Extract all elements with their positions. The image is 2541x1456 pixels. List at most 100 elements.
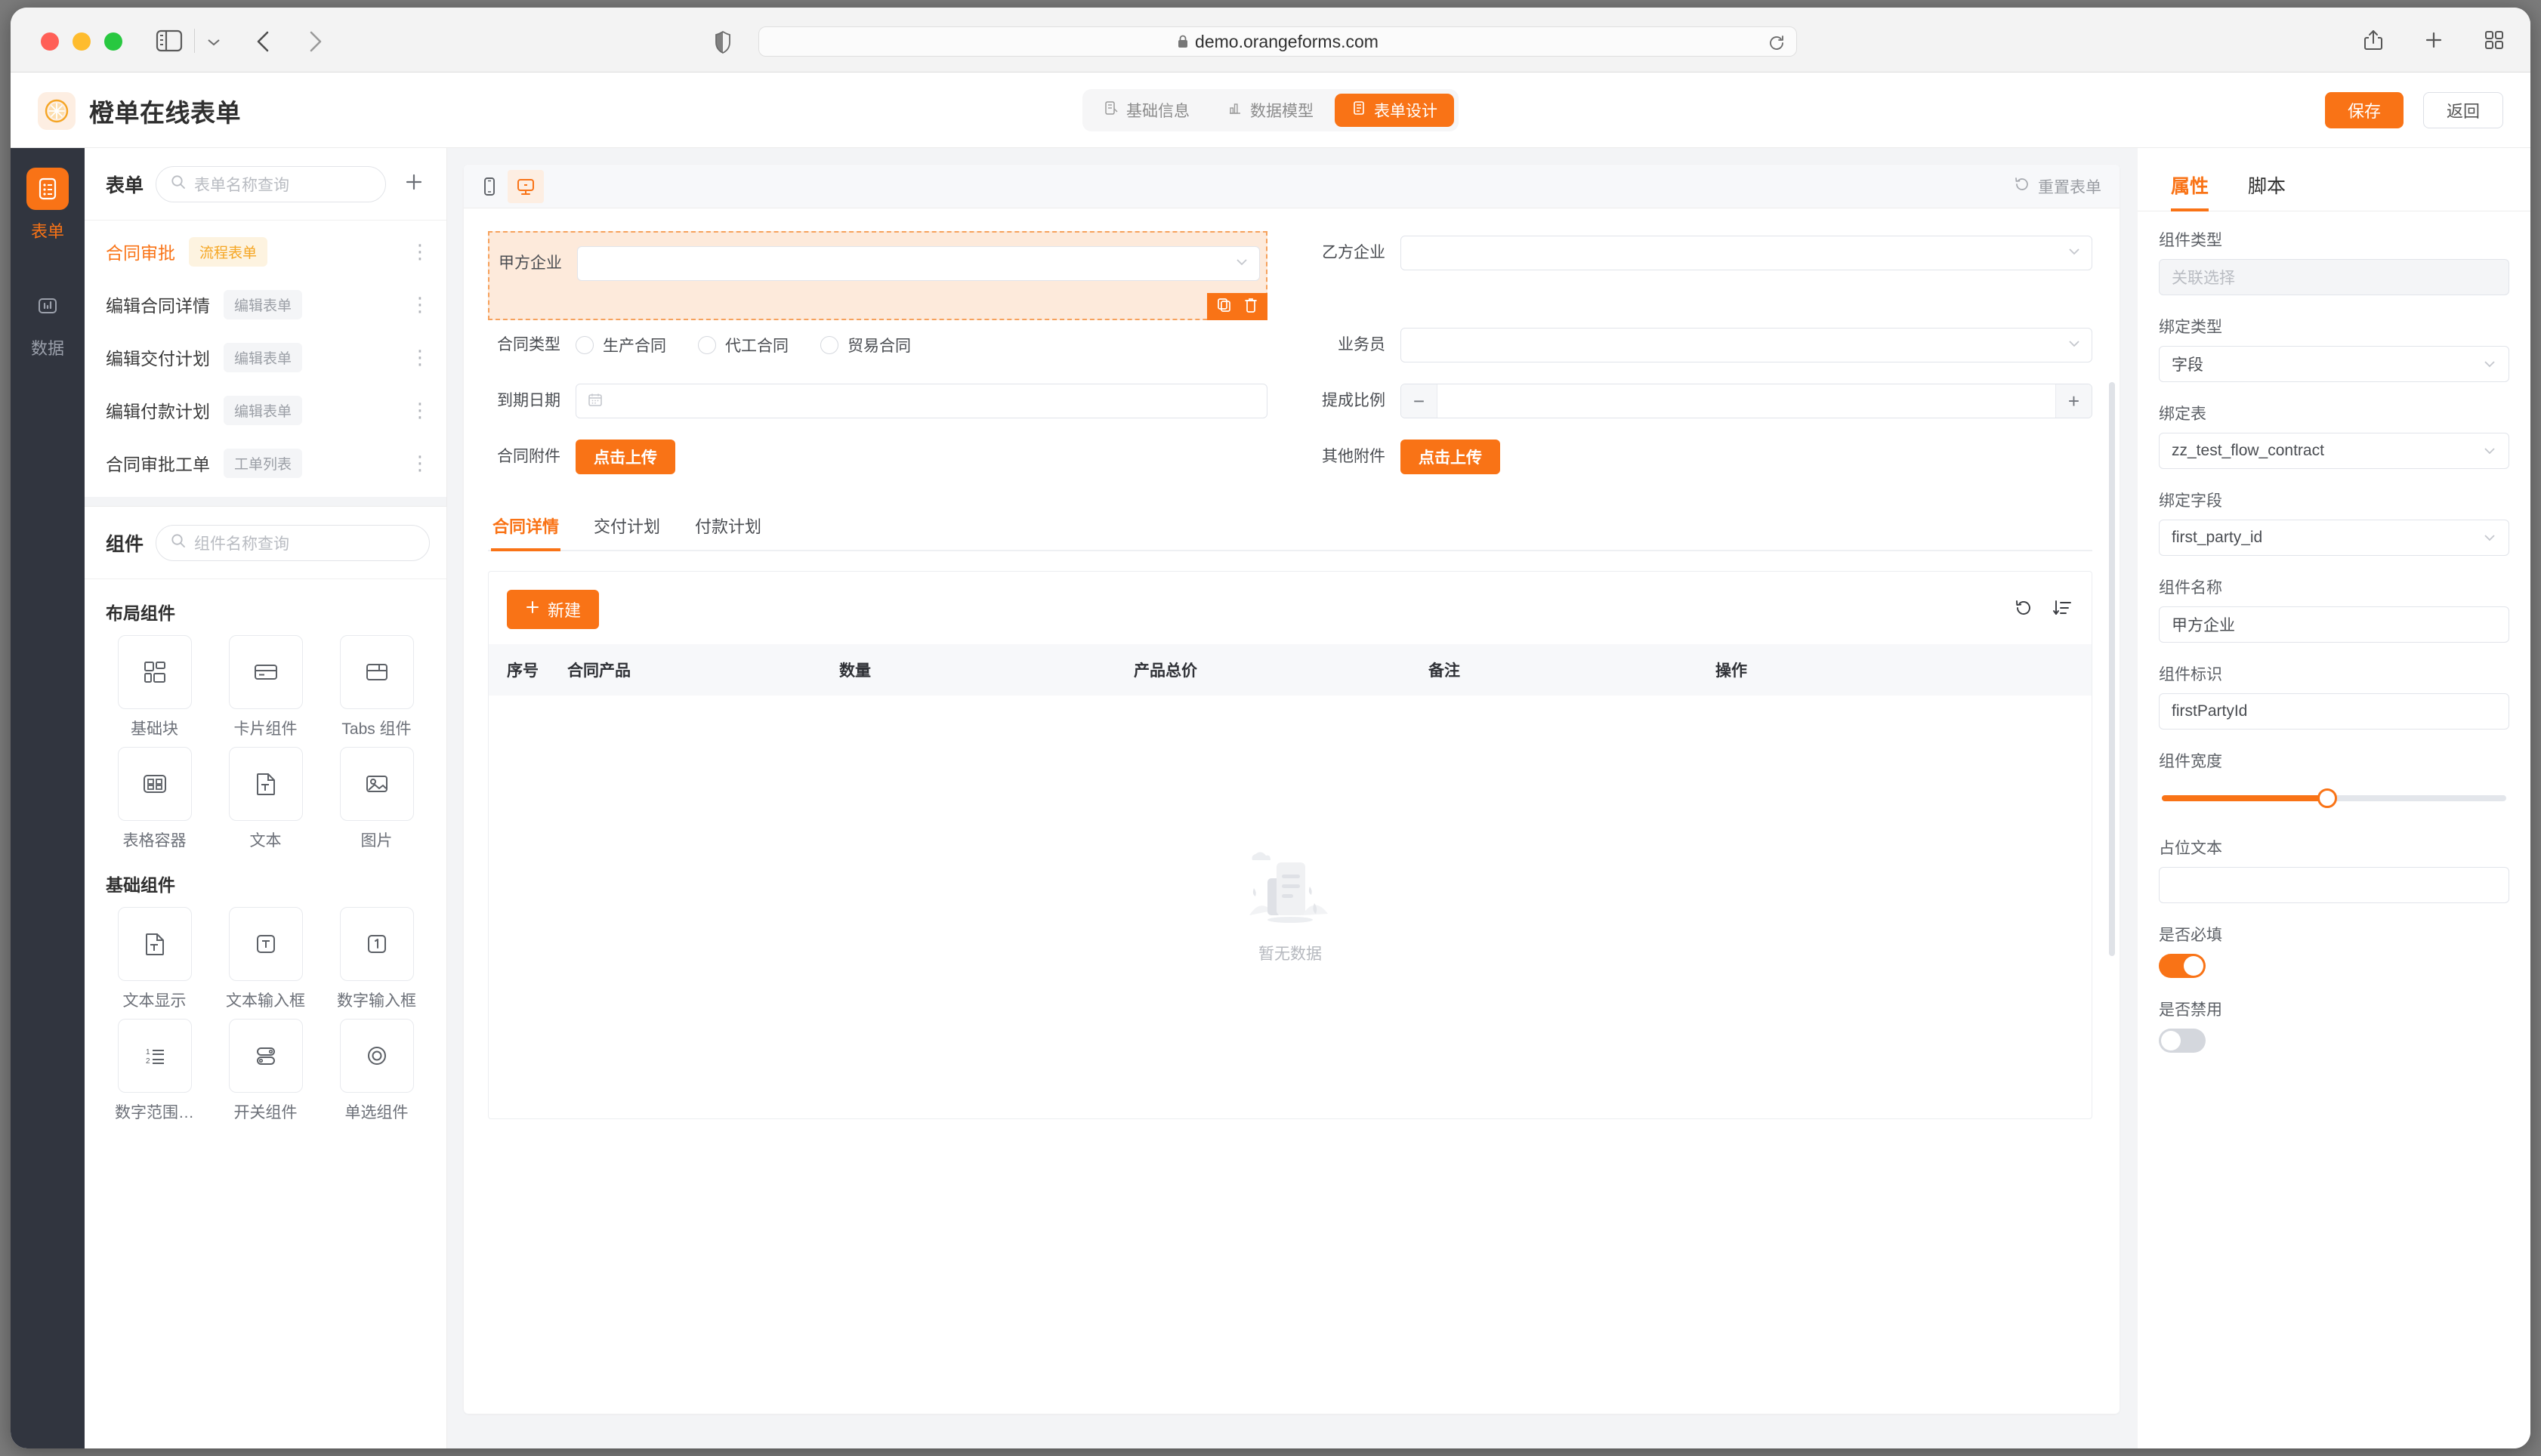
header-actions: 保存 返回: [2324, 92, 2503, 128]
field-label: 合同类型: [497, 336, 560, 353]
component-item-text-display[interactable]: 文本显示: [101, 907, 208, 1011]
form-list-item-2[interactable]: 编辑交付计划 编辑表单 ⋮: [85, 331, 446, 384]
save-button[interactable]: 保存: [2324, 92, 2404, 128]
component-name-input[interactable]: 甲方企业: [2159, 606, 2509, 643]
text-file-icon: [228, 747, 303, 821]
radio-option-1[interactable]: 代工合同: [698, 334, 789, 356]
forward-icon[interactable]: [304, 29, 326, 58]
form-more-icon[interactable]: ⋮: [410, 398, 430, 421]
due-date-input[interactable]: [576, 384, 1267, 418]
required-toggle[interactable]: [2159, 954, 2206, 978]
form-list-item-0[interactable]: 合同审批 流程表单 ⋮: [85, 225, 446, 278]
component-item-text[interactable]: 文本: [212, 747, 319, 851]
first-party-select[interactable]: [577, 246, 1260, 281]
component-width-slider[interactable]: [2159, 780, 2509, 816]
share-icon[interactable]: [2363, 29, 2384, 55]
form-more-icon[interactable]: ⋮: [410, 239, 430, 263]
form-search-placeholder: 表单名称查询: [194, 176, 290, 194]
placeholder-text-input[interactable]: [2159, 867, 2509, 903]
maximize-window-button[interactable]: [104, 32, 122, 51]
component-label: 数字范围…: [115, 1104, 194, 1121]
slider-knob[interactable]: [2317, 788, 2337, 808]
bind-table-select[interactable]: zz_test_flow_contract: [2159, 433, 2509, 469]
component-item-card[interactable]: 卡片组件: [212, 635, 319, 739]
back-button[interactable]: 返回: [2422, 92, 2503, 128]
component-item-tabs[interactable]: Tabs 组件: [323, 635, 430, 739]
address-bar[interactable]: demo.orangeforms.com: [758, 26, 1797, 57]
component-item-table-container[interactable]: 表格容器: [101, 747, 208, 851]
prop-label: 绑定类型: [2159, 319, 2222, 336]
salesman-select[interactable]: [1400, 328, 2092, 362]
other-upload-button[interactable]: 点击上传: [1400, 440, 1500, 474]
bind-field-select[interactable]: first_party_id: [2159, 520, 2509, 556]
tab-overview-icon[interactable]: [2484, 29, 2505, 54]
component-label: 文本: [249, 832, 282, 850]
rail-item-data[interactable]: 数据: [26, 285, 69, 359]
new-tab-icon[interactable]: [2423, 29, 2444, 54]
component-item-number-input[interactable]: 数字输入框: [323, 907, 430, 1011]
refresh-icon[interactable]: [2013, 597, 2034, 622]
tab-contract-details[interactable]: 合同详情: [491, 514, 561, 551]
mobile-view-button[interactable]: [471, 170, 508, 203]
component-item-text-input[interactable]: 文本输入框: [212, 907, 319, 1011]
component-item-image[interactable]: 图片: [323, 747, 430, 851]
copy-icon[interactable]: [1216, 297, 1233, 317]
radio-option-0[interactable]: 生产合同: [576, 334, 666, 356]
create-new-button[interactable]: 新建: [507, 590, 600, 629]
tab-properties[interactable]: 属性: [2171, 171, 2209, 211]
component-item-basic-block[interactable]: 基础块: [101, 635, 208, 739]
component-search-placeholder: 组件名称查询: [194, 535, 290, 553]
reload-icon[interactable]: [1768, 34, 1786, 56]
tab-basic-info[interactable]: 基础信息: [1087, 94, 1206, 127]
radio-option-2[interactable]: 贸易合同: [820, 334, 911, 356]
properties-tabs: 属性 脚本: [2138, 148, 2530, 211]
svg-text:1: 1: [146, 1048, 150, 1057]
canvas-scrollbar[interactable]: [2109, 382, 2115, 956]
rail-item-forms[interactable]: 表单: [26, 168, 69, 242]
delete-icon[interactable]: [1243, 297, 1258, 317]
shield-icon[interactable]: [713, 30, 733, 58]
tab-form-design[interactable]: 表单设计: [1335, 94, 1454, 127]
close-window-button[interactable]: [41, 32, 59, 51]
chevron-down-icon[interactable]: [205, 35, 222, 52]
sidebar-toggle-icon[interactable]: [154, 27, 184, 54]
form-list-item-1[interactable]: 编辑合同详情 编辑表单 ⋮: [85, 278, 446, 331]
canvas-tabs: 合同详情 交付计划 付款计划: [488, 514, 2092, 551]
form-search-input[interactable]: 表单名称查询: [156, 165, 386, 202]
disabled-toggle[interactable]: [2159, 1029, 2206, 1053]
image-icon: [339, 747, 414, 821]
column-settings-icon[interactable]: [2052, 597, 2073, 622]
commission-number-input[interactable]: − +: [1400, 384, 2092, 418]
prop-label: 是否必填: [2159, 927, 2222, 944]
form-more-icon[interactable]: ⋮: [410, 292, 430, 316]
component-item-switch[interactable]: 开关组件: [212, 1019, 319, 1123]
form-list-item-4[interactable]: 合同审批工单 工单列表 ⋮: [85, 436, 446, 489]
back-icon[interactable]: [252, 29, 275, 58]
tab-payment-plan[interactable]: 付款计划: [695, 517, 762, 536]
commission-decrement-button[interactable]: −: [1401, 384, 1437, 418]
bind-type-select[interactable]: 字段: [2159, 346, 2509, 382]
second-party-select[interactable]: [1400, 236, 2092, 270]
tab-script[interactable]: 脚本: [2248, 176, 2286, 197]
reset-form-button[interactable]: 重置表单: [2014, 175, 2101, 198]
tab-delivery-plan[interactable]: 交付计划: [594, 517, 661, 536]
form-more-icon[interactable]: ⋮: [410, 451, 430, 474]
form-tag: 编辑表单: [224, 342, 303, 372]
form-more-icon[interactable]: ⋮: [410, 345, 430, 369]
empty-state-text: 暂无数据: [1258, 945, 1322, 963]
tab-data-model[interactable]: 数据模型: [1211, 94, 1330, 127]
desktop-view-button[interactable]: [508, 169, 544, 203]
contract-upload-button[interactable]: 点击上传: [576, 440, 675, 474]
selected-component-wrapper[interactable]: 甲方企业: [488, 231, 1267, 320]
radio-icon: [339, 1019, 414, 1093]
component-item-radio[interactable]: 单选组件: [323, 1019, 430, 1123]
minimize-window-button[interactable]: [73, 32, 91, 51]
add-form-button[interactable]: [398, 171, 430, 198]
component-label: 表格容器: [122, 832, 187, 850]
commission-value-field[interactable]: [1437, 384, 2055, 418]
component-search-input[interactable]: 组件名称查询: [156, 524, 430, 561]
commission-increment-button[interactable]: +: [2055, 384, 2092, 418]
component-id-input[interactable]: firstPartyId: [2159, 693, 2509, 730]
form-list-item-3[interactable]: 编辑付款计划 编辑表单 ⋮: [85, 384, 446, 436]
